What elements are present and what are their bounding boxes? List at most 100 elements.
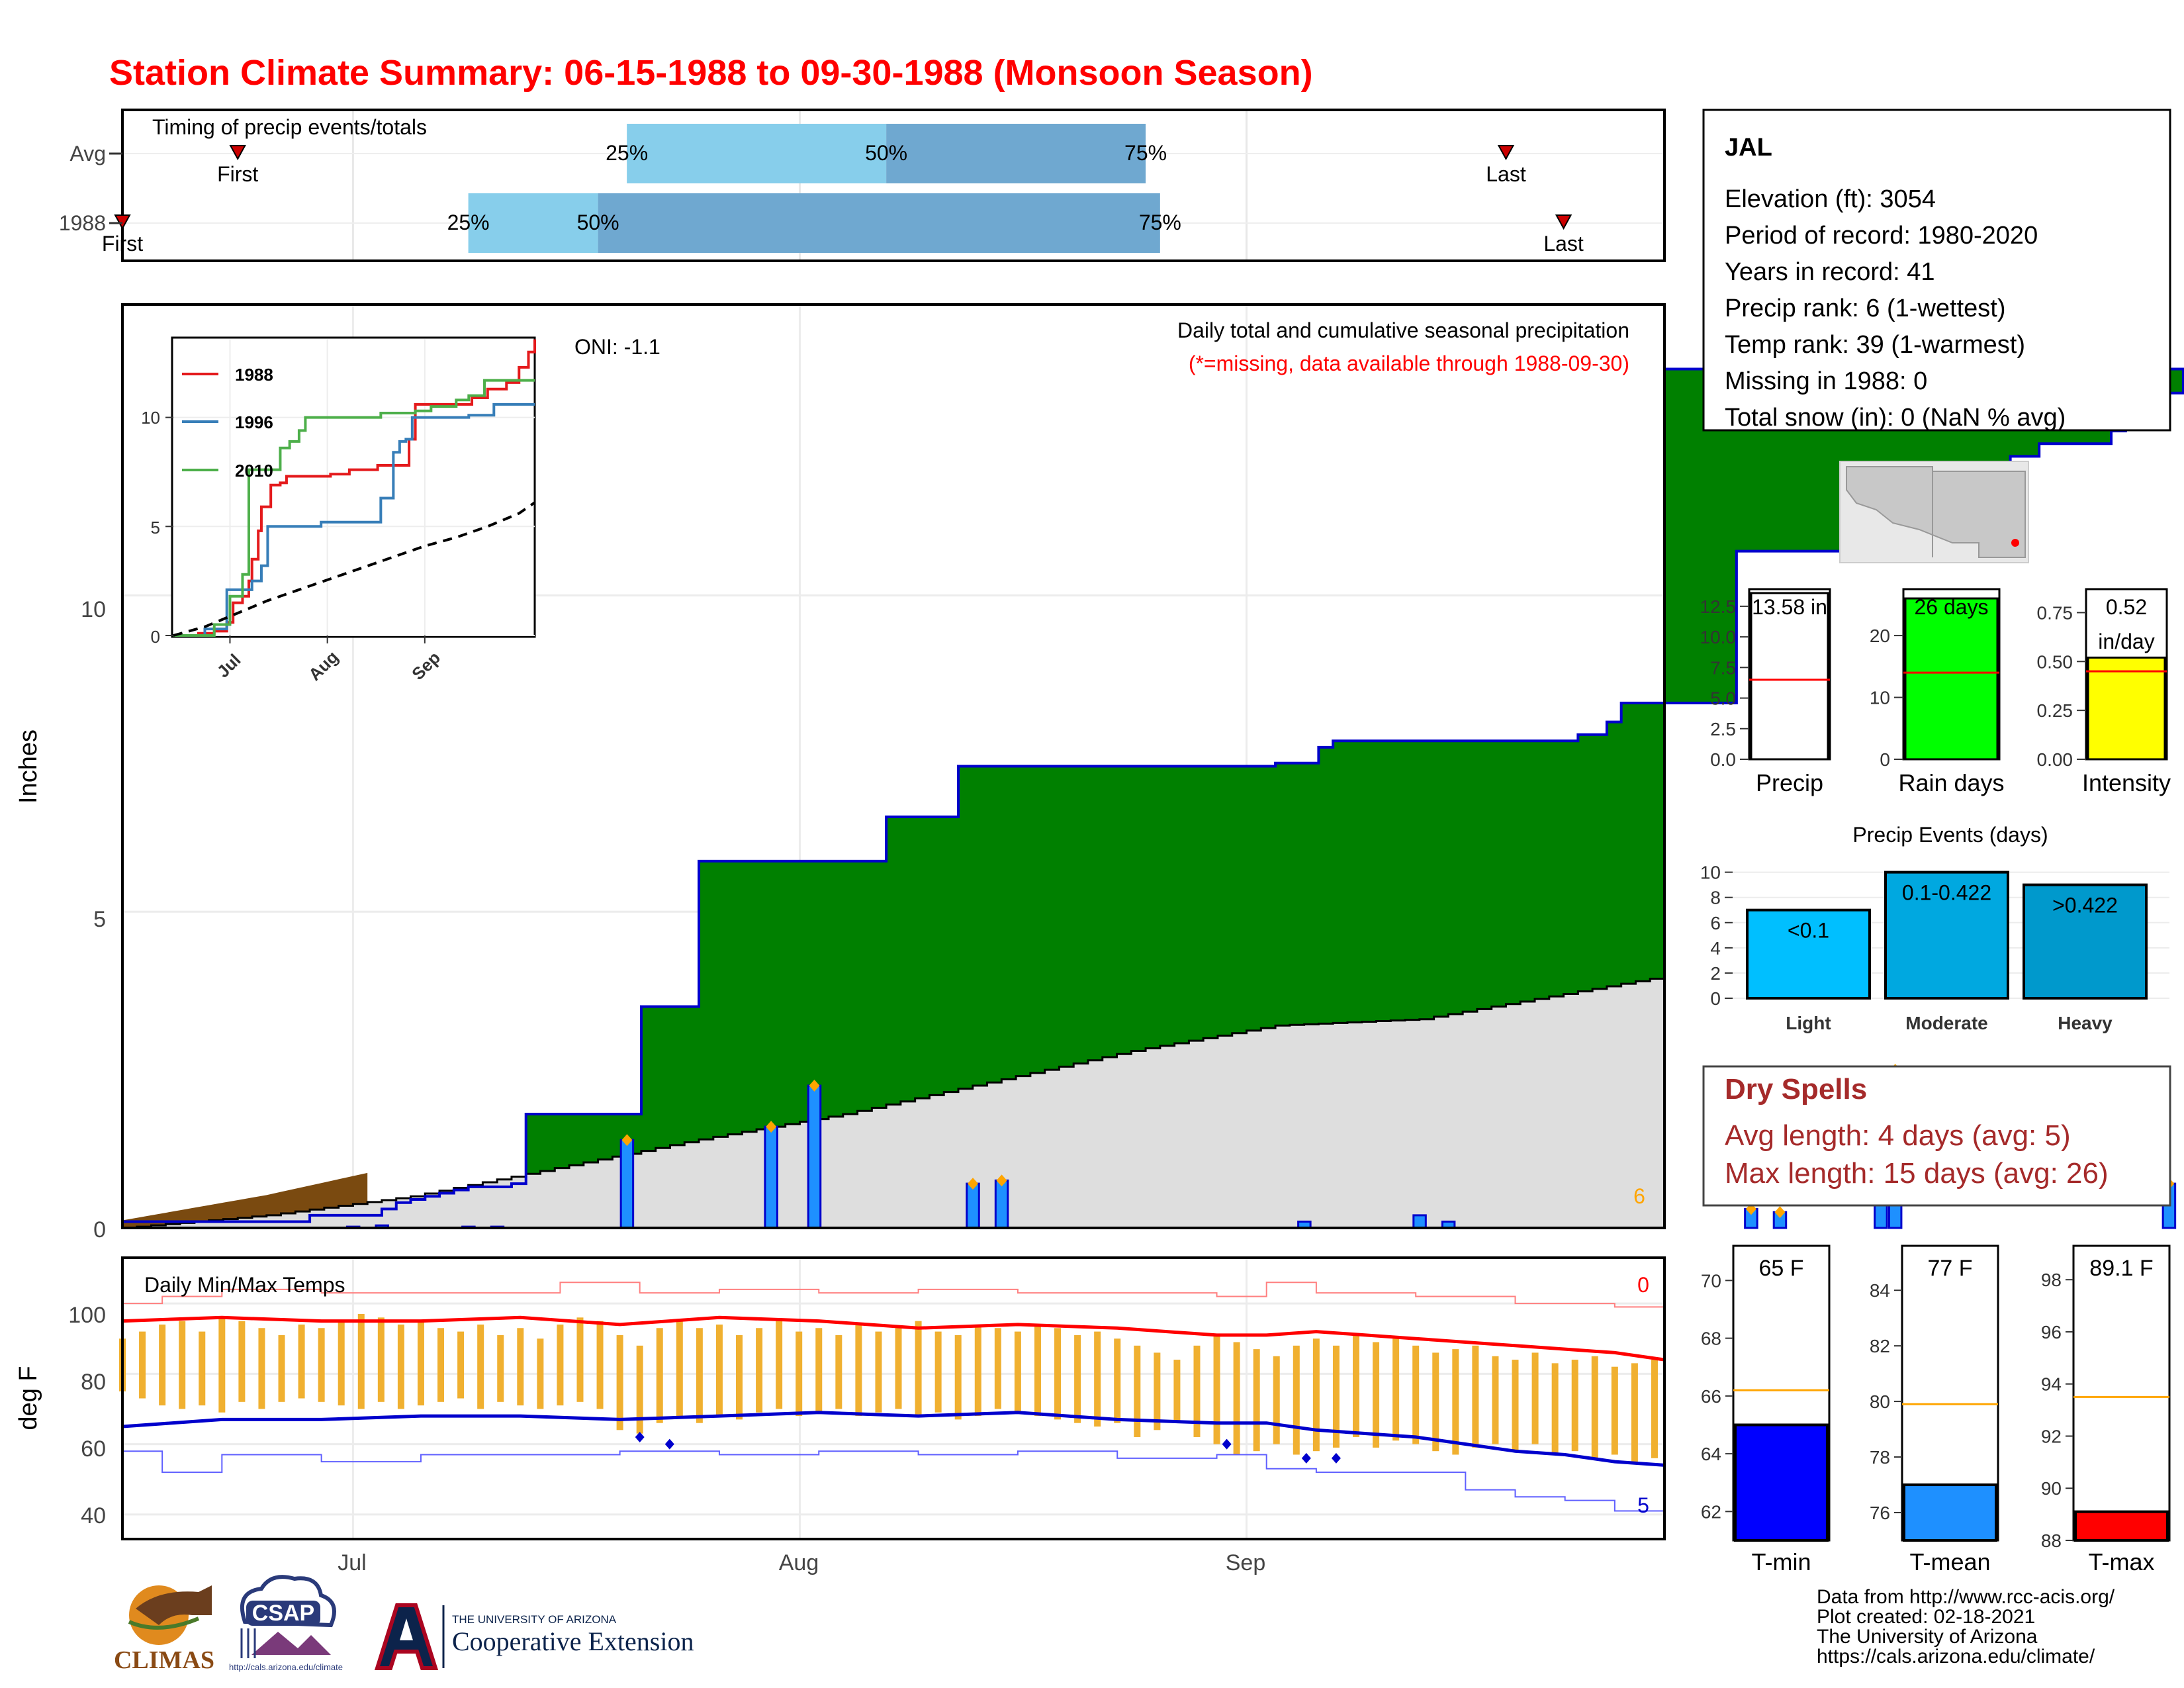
daily-precip-bar [994, 1179, 1009, 1229]
daily-precip-bar [966, 1182, 980, 1229]
record-low-marker [635, 1431, 645, 1442]
mini-bar-label-0: Precip [1756, 769, 1823, 796]
inset-line-average [173, 501, 536, 637]
timing-first-label: First [217, 162, 258, 186]
inset-chart: 0 5 10 Jul Aug Sep 1988 1996 2010 [141, 336, 536, 684]
events-bar-label-2: Heavy [2058, 1013, 2113, 1033]
daily-temp-bar [576, 1317, 584, 1402]
timing-label-50: 50% [577, 211, 619, 234]
csap-url: http://cals.arizona.edu/climate [229, 1662, 343, 1672]
timing-label-25: 25% [447, 211, 490, 234]
timing-label-50: 50% [865, 141, 907, 165]
mini-bar-value-2 [2087, 656, 2166, 761]
daily-temp-bar [636, 1345, 643, 1434]
daily-temp-bar [1531, 1352, 1539, 1444]
timing-title: Timing of precip events/totals [152, 115, 427, 139]
mini-bar-value-text-1: 26 days [1914, 595, 1988, 619]
footer-credits: Data from http://www.rcc-acis.org/ Plot … [1817, 1586, 2115, 1667]
daily-temp-bar [258, 1328, 265, 1409]
daily-temp-bar [179, 1321, 186, 1409]
daily-temp-bar [1034, 1324, 1041, 1417]
timing-last-label: Last [1486, 162, 1526, 186]
average-precip-line [122, 976, 1666, 1229]
temp-panel: Daily Min/Max Temps deg F 100 80 60 40 J… [15, 1256, 1666, 1575]
events-tick-label: 8 [1710, 888, 1721, 908]
events-bar-light [1746, 908, 1871, 1000]
daily-precip-marker [766, 1121, 777, 1133]
avg-min-temp-line [122, 1411, 1665, 1467]
inset-legend-2010: 2010 [235, 461, 273, 481]
daily-temp-bar [1293, 1345, 1300, 1455]
footer-line-university: The University of Arizona [1817, 1626, 2038, 1648]
daily-precip-bar [764, 1125, 778, 1229]
temp-summary-bar-1 [1903, 1483, 1997, 1542]
station-name: JAL [1725, 134, 1772, 162]
station-line-precip-rank: Precip rank: 6 (1-wettest) [1725, 295, 2005, 322]
inset-legend-1996: 1996 [235, 412, 273, 432]
temp-summary-bar-0 [1734, 1423, 1829, 1542]
mini-bar-label-2: Intensity [2082, 769, 2171, 796]
events-bar-range-2: >0.422 [2052, 894, 2118, 917]
events-bar-range-1: 0.1-0.422 [1902, 881, 1991, 905]
daily-temp-bar [1134, 1345, 1141, 1437]
daily-temp-bar [199, 1331, 206, 1406]
record-low-marker [1331, 1452, 1341, 1464]
daily-temp-bar [1392, 1338, 1400, 1441]
daily-temp-bar [139, 1331, 146, 1399]
csap-logo: CSAP http://cals.arizona.edu/climate [229, 1575, 343, 1672]
daily-temp-bar [616, 1335, 623, 1430]
daily-temp-bar [537, 1338, 544, 1409]
precip-subtitle: Daily total and cumulative seasonal prec… [1177, 318, 1629, 342]
daily-temp-bar [357, 1314, 365, 1409]
daily-temp-bar [497, 1335, 504, 1402]
mini-bar-tick-label: 0.00 [2037, 749, 2073, 770]
temp-summary-charts: 65 F T-min 70 68 66 64 62 77 F T-mean 84 82 80 78 76 8… [1701, 1244, 2171, 1575]
daily-temp-bar [1074, 1335, 1081, 1423]
temp-summary-tick-label: 90 [2041, 1478, 2062, 1499]
mini-bar-charts: 13.58 in Precip 12.5 10.0 7.5 5.0 2.5 0.0 26 day… [1700, 588, 2171, 796]
timing-bar-25-50 [468, 193, 598, 253]
temp-summary-label-1: T-mean [1909, 1548, 1990, 1575]
avg-max-temp-line [122, 1315, 1665, 1362]
temp-summary-tick-label: 68 [1701, 1329, 1721, 1349]
temp-summary-bar-2 [2074, 1510, 2169, 1542]
record-low-count: 5 [1637, 1493, 1649, 1517]
record-low-marker [1301, 1452, 1311, 1464]
precip-events-title: Precip Events (days) [1852, 823, 2048, 847]
daily-precip-marker [809, 1080, 820, 1092]
daily-precip-marker [996, 1174, 1007, 1187]
temp-summary-tick-label: 76 [1870, 1503, 1890, 1523]
events-bar-label-1: Moderate [1905, 1013, 1987, 1033]
timing-label-75: 75% [1139, 211, 1181, 234]
mini-bar-tick-label: 12.5 [1700, 596, 1737, 617]
station-line-temp-rank: Temp rank: 39 (1-warmest) [1725, 331, 2025, 359]
mini-bar-tick-label: 5.0 [1710, 688, 1736, 709]
events-tick-label: 6 [1710, 913, 1721, 933]
daily-temp-bar [417, 1321, 424, 1406]
temp-ytick-40: 40 [81, 1503, 106, 1528]
daily-temp-bar [796, 1331, 803, 1417]
daily-precip-bar [619, 1139, 635, 1229]
events-tick-label: 0 [1710, 988, 1721, 1009]
cumulative-precip-area [122, 369, 2184, 1228]
daily-precip-bar [1412, 1214, 1427, 1229]
mini-bar-tick-label: 7.5 [1710, 657, 1736, 678]
precip-note: (*=missing, data available through 1988-… [1189, 352, 1629, 375]
daily-temp-bar [477, 1324, 484, 1409]
record-high-count: 0 [1637, 1273, 1649, 1297]
locator-map [1839, 461, 2029, 563]
daily-temp-bar [1452, 1349, 1459, 1455]
inset-ytick-0: 0 [151, 627, 160, 647]
timing-first-marker [229, 145, 246, 161]
temp-summary-tick-label: 88 [2041, 1530, 2062, 1551]
temp-summary-value-2: 89.1 F [2089, 1256, 2153, 1281]
temp-summary-label-0: T-min [1752, 1548, 1811, 1575]
inset-ytick-10: 10 [141, 408, 160, 428]
timing-first-label: First [102, 232, 143, 256]
daily-temp-bar [1472, 1345, 1479, 1448]
daily-temp-bar [437, 1328, 445, 1402]
daily-temp-bar [715, 1324, 723, 1417]
daily-temp-bar [1591, 1356, 1598, 1458]
mini-bar-value-text2-2: in/day [2098, 630, 2154, 653]
